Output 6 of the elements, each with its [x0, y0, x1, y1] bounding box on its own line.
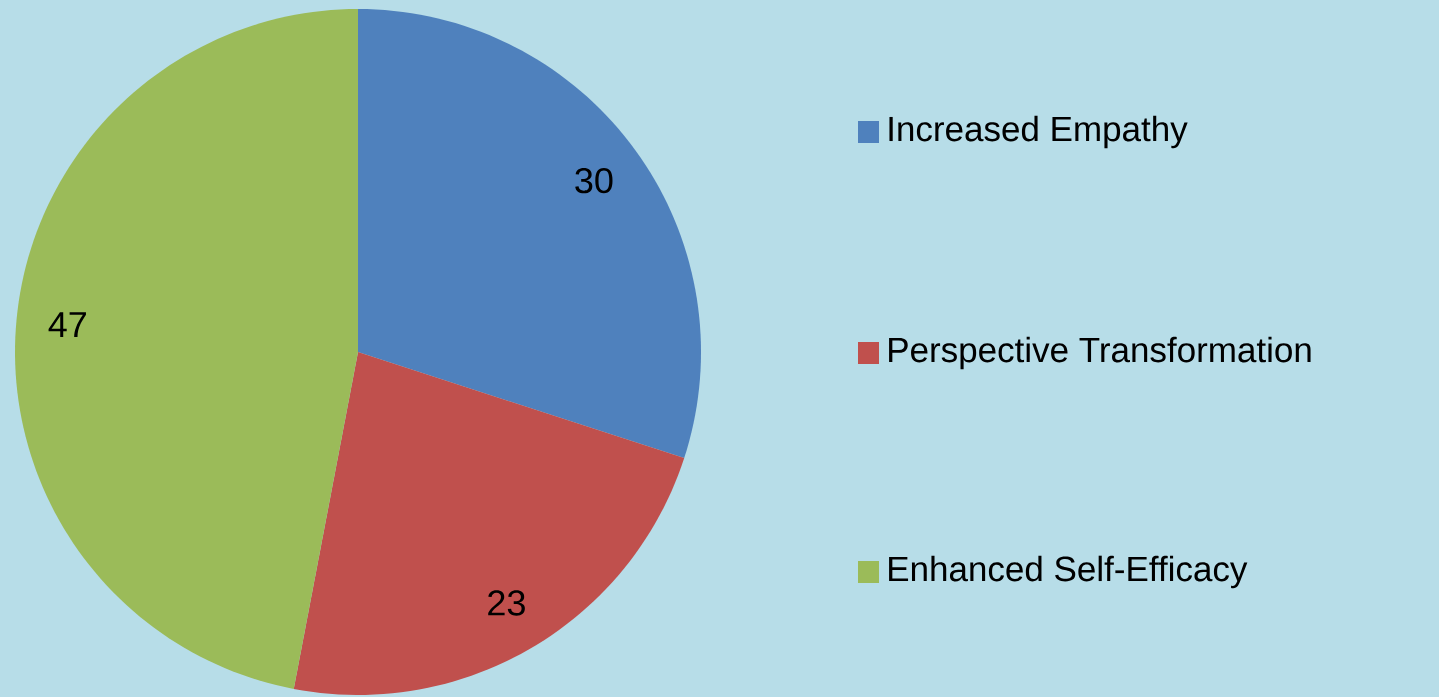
legend-label: Increased Empathy: [889, 115, 1188, 149]
data-label: 23: [488, 590, 525, 616]
legend-label: Enhanced Self-Efficacy: [889, 555, 1248, 589]
legend-label: Perspective Transformation: [889, 336, 1311, 370]
data-label: 30: [575, 167, 613, 194]
data-label: 47: [48, 312, 86, 337]
